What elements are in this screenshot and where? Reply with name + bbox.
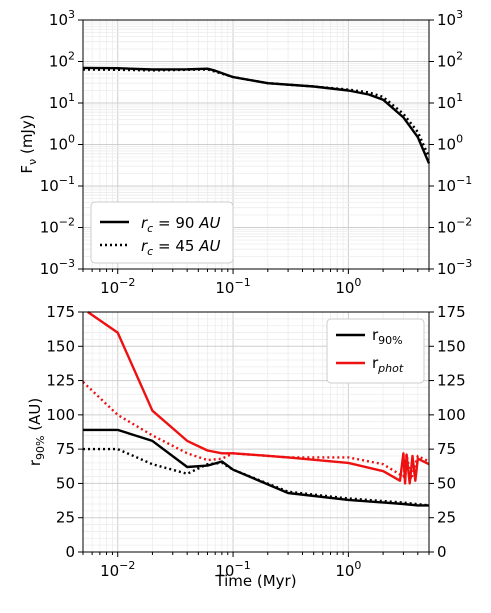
radius-y-tick-label-left: 0 bbox=[65, 543, 75, 561]
radius-y-tick-label-left: 125 bbox=[46, 372, 75, 390]
radius-series-1-dotted bbox=[83, 447, 430, 507]
radius-y-tick-label-right: 50 bbox=[437, 474, 456, 492]
radius-y-tick-label-left: 175 bbox=[46, 303, 75, 321]
radius-plot-frame bbox=[82, 311, 430, 553]
flux-y-tick-label-right: 101 bbox=[437, 91, 463, 112]
radius-x-tick-label: 100 bbox=[335, 559, 361, 580]
legend-label-r90: r90% bbox=[372, 326, 403, 347]
radius-y-tick-label-right: 0 bbox=[437, 543, 447, 561]
flux-y-tick-label-left: 10−3 bbox=[40, 257, 75, 278]
radius-series-lines bbox=[82, 311, 430, 507]
flux-panel: 10−2 10−1 100 10−3 10−3 10−2 10−2 10−1 10−1 100 10… bbox=[18, 8, 472, 297]
flux-y-tick-label-right: 102 bbox=[437, 50, 463, 71]
radius-x-tick-label: 10−1 bbox=[215, 559, 250, 580]
flux-legend: rc = 90 AU rc = 45 AU bbox=[90, 201, 234, 264]
radius-y-tick-label-left: 150 bbox=[46, 337, 75, 355]
flux-y-tick-label-right: 10−2 bbox=[437, 216, 472, 237]
flux-x-tick-label: 100 bbox=[335, 276, 361, 297]
flux-y-tick-label-left: 10−2 bbox=[40, 216, 75, 237]
radius-series-0-solid bbox=[83, 428, 429, 507]
radius-panel: 10−2 10−1 100 0 0 25 25 50 50 75 75 100 100 125 125 150… bbox=[26, 303, 466, 590]
radius-y-tick-label-right: 150 bbox=[437, 337, 466, 355]
flux-y-tick-label-left: 103 bbox=[49, 8, 75, 29]
legend-label-rphot: rphot bbox=[372, 354, 404, 375]
radius-tick-labels: 10−2 10−1 100 0 0 25 25 50 50 75 75 100 100 125 125 150… bbox=[46, 303, 465, 580]
flux-y-axis-label: Fν (mJy) bbox=[18, 114, 39, 173]
flux-x-tick-label: 10−2 bbox=[100, 276, 135, 297]
radius-y-tick-label-right: 75 bbox=[437, 440, 456, 458]
flux-y-tick-label-right: 10−1 bbox=[437, 174, 472, 195]
radius-y-tick-label-right: 25 bbox=[437, 509, 456, 527]
flux-grid bbox=[82, 20, 430, 270]
flux-y-tick-label-left: 101 bbox=[49, 91, 75, 112]
time-x-axis-label: Time (Myr) bbox=[214, 572, 296, 590]
flux-y-tick-label-right: 10−3 bbox=[437, 257, 472, 278]
radius-y-axis-label: r90% (AU) bbox=[26, 398, 47, 466]
radius-y-tick-label-right: 100 bbox=[437, 406, 466, 424]
radius-series-3-dotted bbox=[82, 381, 430, 481]
radius-y-tick-label-left: 75 bbox=[56, 440, 75, 458]
radius-x-tick-label: 10−2 bbox=[100, 559, 135, 580]
flux-y-tick-label-left: 100 bbox=[49, 133, 75, 154]
flux-y-tick-label-left: 10−1 bbox=[40, 174, 75, 195]
radius-series-2-solid bbox=[87, 311, 430, 485]
radius-y-tick-label-right: 125 bbox=[437, 372, 466, 390]
flux-x-tick-label: 10−1 bbox=[215, 276, 250, 297]
legend-label-rc45: rc = 45 AU bbox=[141, 237, 220, 258]
flux-series-lines bbox=[82, 66, 431, 164]
flux-series-1-dotted bbox=[82, 68, 431, 158]
radius-y-tick-label-left: 25 bbox=[56, 509, 75, 527]
flux-y-tick-label-right: 100 bbox=[437, 133, 463, 154]
radius-legend: r90% rphot bbox=[326, 318, 425, 384]
flux-tick-labels: 10−2 10−1 100 10−3 10−3 10−2 10−2 10−1 10−1 100 10… bbox=[40, 8, 473, 297]
radius-y-tick-label-left: 50 bbox=[56, 474, 75, 492]
flux-y-tick-label-right: 103 bbox=[437, 8, 463, 29]
flux-legend-box bbox=[90, 201, 234, 264]
legend-label-rc90: rc = 90 AU bbox=[141, 214, 220, 235]
flux-y-tick-label-left: 102 bbox=[49, 50, 75, 71]
radius-y-tick-label-right: 175 bbox=[437, 303, 466, 321]
radius-y-tick-label-left: 100 bbox=[46, 406, 75, 424]
